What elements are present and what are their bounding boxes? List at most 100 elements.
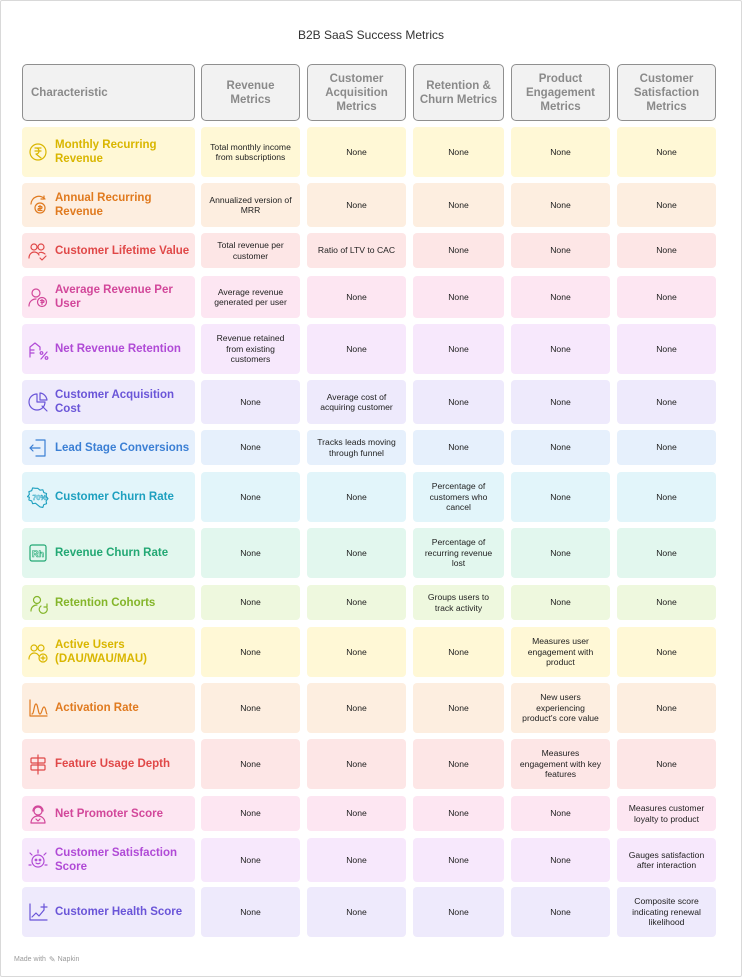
row-label-cell: Annual Recurring Revenue: [22, 183, 195, 227]
table-cell: None: [617, 276, 716, 318]
table-cell: Ratio of LTV to CAC: [307, 233, 406, 268]
table-cell: None: [201, 585, 300, 620]
row-label: Annual Recurring Revenue: [55, 192, 152, 218]
napkin-logo-icon: ✎: [48, 955, 56, 964]
row-label: Monthly Recurring Revenue: [55, 139, 157, 165]
login-arrow-icon: [27, 437, 49, 459]
row-label: Net Revenue Retention: [55, 343, 181, 355]
table-cell: None: [617, 585, 716, 620]
table-cell: None: [413, 127, 504, 177]
table-cell: None: [201, 887, 300, 937]
chart-plus-icon: [27, 901, 49, 923]
table-cell: None: [511, 887, 610, 937]
row-label-cell: Net Revenue Retention: [22, 324, 195, 374]
table-cell: None: [511, 430, 610, 465]
table-cell: None: [617, 739, 716, 789]
row-label: Revenue Churn Rate: [55, 547, 169, 559]
row-label-cell: Monthly Recurring Revenue: [22, 127, 195, 177]
row-label-cell: Net Promoter Score: [22, 796, 195, 831]
row-label: Activation Rate: [55, 702, 139, 714]
table-cell: None: [617, 627, 716, 677]
row-label-cell: Customer Acquisition Cost: [22, 380, 195, 424]
page-title: B2B SaaS Success Metrics: [297, 28, 445, 42]
rh-box-icon: Rh: [27, 542, 49, 564]
row-label: Feature Usage Depth: [55, 758, 171, 770]
table-cell: None: [307, 796, 406, 831]
table-cell: None: [201, 683, 300, 733]
row-label-cell: 70% Customer Churn Rate: [22, 472, 195, 522]
table-cell: None: [413, 430, 504, 465]
table-cell: None: [413, 739, 504, 789]
table-cell: None: [617, 528, 716, 578]
table-cell: None: [307, 472, 406, 522]
row-label-cell: Active Users (DAU/WAU/MAU): [22, 627, 195, 677]
table-cell: None: [307, 739, 406, 789]
satisfaction-icon: [27, 849, 49, 871]
table-cell: None: [511, 127, 610, 177]
table-cell: None: [307, 127, 406, 177]
row-label: Lead Stage Conversions: [55, 441, 190, 454]
table-cell: Annualized version of MRR: [201, 183, 300, 227]
table-cell: None: [413, 276, 504, 318]
svg-text:Rh: Rh: [32, 549, 44, 559]
table-cell: None: [511, 585, 610, 620]
row-label-cell: Retention Cohorts: [22, 585, 195, 620]
user-support-icon: [27, 803, 49, 825]
row-label-cell: Customer Satisfaction Score: [22, 838, 195, 882]
table-cell: Measures engagement with key features: [511, 739, 610, 789]
svg-text:70%: 70%: [33, 495, 48, 502]
user-dollar-icon: [27, 286, 49, 308]
table-cell: None: [413, 796, 504, 831]
table-cell: None: [617, 430, 716, 465]
table-cell: Tracks leads moving through funnel: [307, 430, 406, 465]
row-label: Customer Lifetime Value: [55, 244, 190, 257]
chart-peaks-icon: [27, 697, 49, 719]
table-cell: None: [201, 838, 300, 882]
pie-search-icon: [27, 391, 49, 413]
table-cell: Groups users to track activity: [413, 585, 504, 620]
user-cycle-icon: [27, 592, 49, 614]
table-cell: None: [413, 887, 504, 937]
row-label: Customer Satisfaction Score: [55, 847, 178, 873]
table-cell: None: [511, 796, 610, 831]
table-cell: New users experiencing product's core va…: [511, 683, 610, 733]
row-label-cell: Rh Revenue Churn Rate: [22, 528, 195, 578]
table-cell: Total revenue per customer: [201, 233, 300, 268]
row-label: Customer Churn Rate: [55, 491, 174, 503]
table-cell: Percentage of recurring revenue lost: [413, 528, 504, 578]
table-cell: None: [413, 324, 504, 374]
table-cell: None: [617, 380, 716, 424]
footer-made-with: Made with: [14, 956, 46, 963]
row-label: Net Promoter Score: [55, 807, 164, 820]
table-cell: None: [413, 627, 504, 677]
table-cell: Composite score indicating renewal likel…: [617, 887, 716, 937]
users-check-icon: [27, 240, 49, 262]
table-cell: None: [617, 127, 716, 177]
table-cell: None: [413, 183, 504, 227]
column-header: Customer Satisfaction Metrics: [617, 64, 716, 121]
table-cell: None: [511, 324, 610, 374]
footer-brand: Napkin: [57, 956, 80, 963]
table-cell: None: [307, 838, 406, 882]
table-cell: None: [307, 627, 406, 677]
row-label: Retention Cohorts: [55, 596, 156, 609]
table-cell: None: [201, 380, 300, 424]
row-label-cell: Feature Usage Depth: [22, 739, 195, 789]
table-cell: None: [511, 380, 610, 424]
table-cell: Gauges satisfaction after interaction: [617, 838, 716, 882]
table-cell: None: [511, 838, 610, 882]
column-header: Customer Acquisition Metrics: [307, 64, 406, 121]
rupee-coin-icon: [27, 141, 49, 163]
table-cell: Total monthly income from subscriptions: [201, 127, 300, 177]
table-cell: None: [201, 430, 300, 465]
column-header: Product Engagement Metrics: [511, 64, 610, 121]
table-cell: None: [511, 183, 610, 227]
row-label: Customer Acquisition Cost: [55, 389, 175, 415]
column-header: Retention & Churn Metrics: [413, 64, 504, 121]
table-cell: None: [307, 887, 406, 937]
table-cell: None: [511, 472, 610, 522]
table-cell: None: [201, 739, 300, 789]
table-cell: None: [201, 796, 300, 831]
row-label-cell: Customer Health Score: [22, 887, 195, 937]
table-cell: None: [201, 627, 300, 677]
